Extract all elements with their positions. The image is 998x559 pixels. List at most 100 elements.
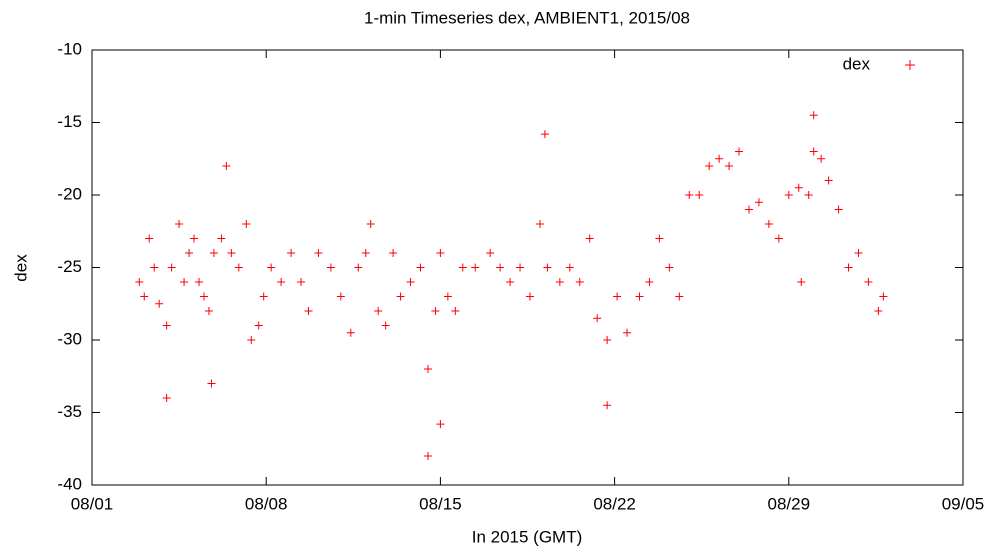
point xyxy=(540,130,549,139)
point xyxy=(242,220,251,228)
point xyxy=(267,263,276,272)
point xyxy=(725,162,734,170)
point xyxy=(675,292,684,301)
point xyxy=(190,234,199,243)
point xyxy=(234,263,243,272)
point xyxy=(655,234,664,243)
point xyxy=(585,234,594,243)
point xyxy=(774,234,783,243)
point xyxy=(366,220,375,228)
point xyxy=(254,321,263,330)
point xyxy=(715,154,724,163)
y-tick-label: -40 xyxy=(57,474,82,493)
point xyxy=(227,249,236,257)
point xyxy=(543,263,552,272)
point xyxy=(516,263,525,272)
point xyxy=(145,234,154,243)
point xyxy=(175,220,184,228)
point xyxy=(854,249,863,257)
point xyxy=(525,292,534,301)
point xyxy=(361,249,370,257)
point xyxy=(506,278,515,286)
point xyxy=(471,263,480,272)
y-tick-label: -30 xyxy=(57,329,82,348)
point xyxy=(535,220,544,228)
y-tick-label: -10 xyxy=(57,39,82,58)
point xyxy=(764,220,773,228)
point xyxy=(784,191,793,199)
y-tick-label: -20 xyxy=(57,184,82,203)
point xyxy=(217,234,226,243)
point xyxy=(185,249,194,257)
point xyxy=(346,328,355,337)
point xyxy=(817,154,826,163)
point xyxy=(575,278,584,286)
point xyxy=(396,292,405,301)
point xyxy=(797,278,806,286)
point xyxy=(304,307,313,315)
point xyxy=(209,249,218,257)
point xyxy=(277,278,286,286)
point xyxy=(809,147,818,156)
point xyxy=(809,111,818,120)
point xyxy=(162,321,171,330)
point xyxy=(381,321,390,330)
point xyxy=(555,278,564,286)
y-tick-label: -35 xyxy=(57,402,82,421)
point xyxy=(613,292,622,301)
point xyxy=(423,365,432,373)
point xyxy=(695,191,704,199)
point xyxy=(140,292,149,301)
point xyxy=(496,263,505,272)
point xyxy=(314,249,323,257)
x-tick-label: 09/05 xyxy=(942,494,985,513)
point xyxy=(804,191,813,199)
point xyxy=(603,401,612,410)
point xyxy=(443,292,452,301)
point xyxy=(705,162,714,170)
point xyxy=(834,205,843,214)
legend-marker xyxy=(905,60,915,70)
point xyxy=(486,249,495,257)
legend-label: dex xyxy=(843,54,871,73)
x-tick-label: 08/15 xyxy=(419,494,462,513)
point xyxy=(326,263,335,272)
point xyxy=(645,278,654,286)
point xyxy=(864,278,873,286)
point xyxy=(874,307,883,315)
y-axis-label: dex xyxy=(11,254,30,282)
point xyxy=(635,292,644,301)
point xyxy=(389,249,398,257)
x-tick-label: 08/08 xyxy=(245,494,288,513)
point xyxy=(374,307,383,315)
x-tick-label: 08/22 xyxy=(593,494,636,513)
point xyxy=(879,292,888,301)
point xyxy=(162,394,171,402)
point xyxy=(150,263,159,272)
point xyxy=(824,176,833,185)
x-tick-label: 08/29 xyxy=(768,494,811,513)
point xyxy=(135,278,144,286)
y-tick-label: -25 xyxy=(57,257,82,276)
point xyxy=(167,263,176,272)
point xyxy=(623,328,632,337)
point xyxy=(458,263,467,272)
point xyxy=(207,379,216,388)
point xyxy=(451,307,460,315)
point xyxy=(423,452,432,460)
point xyxy=(565,263,574,272)
point xyxy=(180,278,189,286)
point xyxy=(406,278,415,286)
point xyxy=(593,314,602,323)
point xyxy=(354,263,363,272)
point xyxy=(195,278,204,286)
point xyxy=(436,249,445,257)
point xyxy=(744,205,753,214)
point xyxy=(844,263,853,272)
point xyxy=(431,307,440,315)
point xyxy=(603,336,612,344)
x-axis-label: In 2015 (GMT) xyxy=(472,527,583,546)
point xyxy=(297,278,306,286)
